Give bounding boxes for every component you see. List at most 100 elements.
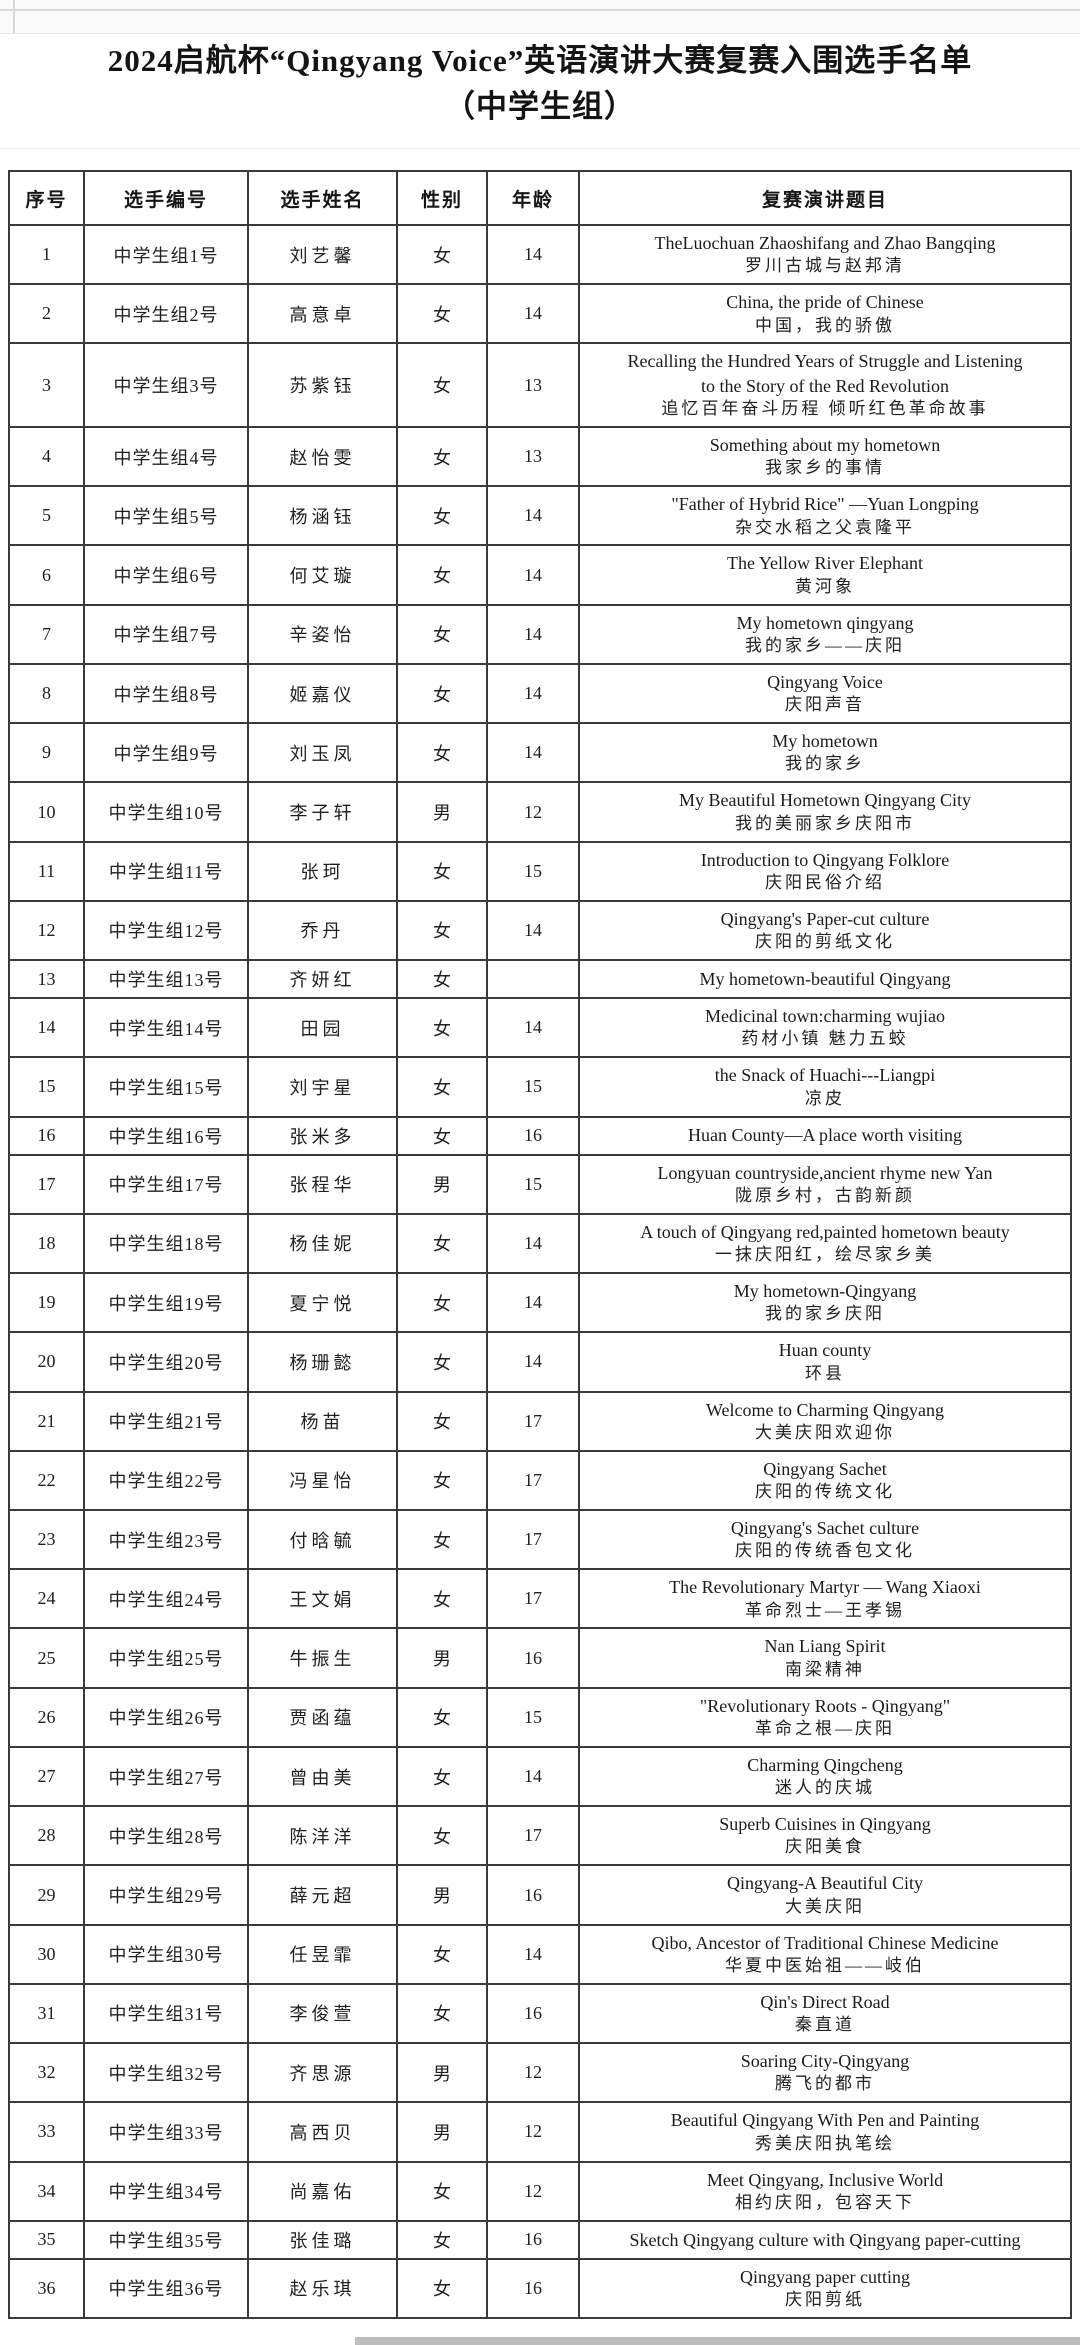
row-number-cell: 1 — [8, 223, 85, 286]
contestant-name-cell: 张珂 — [247, 840, 398, 902]
row-number-cell: 23 — [8, 1508, 85, 1571]
header-cell-gender: 性别 — [396, 170, 488, 226]
header-cell-age: 年龄 — [486, 170, 580, 226]
contestant-id-cell: 中学生组19号 — [83, 1272, 249, 1334]
row-number-cell: 14 — [8, 997, 85, 1059]
gender-cell: 女 — [396, 899, 488, 962]
row-number-cell: 15 — [8, 1056, 85, 1118]
top-grid-line — [0, 9, 1080, 11]
row-number-cell: 31 — [8, 1982, 85, 2045]
contestant-id-cell: 中学生组1号 — [83, 223, 249, 286]
contestant-name-cell: 姬嘉仪 — [247, 662, 398, 725]
row-number-cell: 22 — [8, 1449, 85, 1511]
topic-cell: Beautiful Qingyang With Pen and Painting… — [578, 2101, 1072, 2163]
contestant-id-cell: 中学生组22号 — [83, 1449, 249, 1511]
contestant-id-cell: 中学生组3号 — [83, 342, 249, 428]
topic-chinese: 我的家乡——庆阳 — [745, 636, 905, 655]
topic-english: Charming Qingcheng — [747, 1754, 903, 1775]
topic-cell: The Yellow River Elephant 黄河象 — [578, 544, 1072, 606]
age-cell: 14 — [486, 997, 580, 1059]
topic-chinese: 药材小镇 魅力五蛟 — [741, 1029, 909, 1049]
gender-cell: 女 — [396, 1390, 488, 1452]
age-cell: 15 — [486, 1056, 580, 1118]
topic-cell: Qingyang's Paper-cut culture 庆阳的剪纸文化 — [578, 899, 1072, 962]
topic-chinese: 大美庆阳 — [785, 1896, 865, 1916]
row-number-cell: 20 — [8, 1331, 85, 1393]
age-cell: 14 — [486, 223, 580, 286]
table-row: 34 中学生组34号 尚嘉佑女 12 Meet Qingyang, Inclusive … — [8, 2160, 1072, 2222]
gender-cell: 女 — [396, 662, 488, 725]
age-cell: 15 — [486, 1686, 580, 1748]
topic-chinese: 中国，我的骄傲 — [755, 315, 895, 335]
age-cell: 14 — [486, 722, 580, 784]
age-cell: 14 — [486, 1745, 580, 1808]
topic-chinese: 南梁精神 — [785, 1659, 865, 1679]
topic-english: The Revolutionary Martyr — Wang Xiaoxi — [669, 1577, 981, 1598]
topic-cell: Soaring City-Qingyang 腾飞的都市 — [578, 2042, 1072, 2104]
topic-cell: The Revolutionary Martyr — Wang Xiaoxi 革命… — [578, 1568, 1072, 1630]
contestant-name-cell: 曾由美 — [247, 1745, 398, 1808]
table-row: 1 中学生组1号 刘艺馨女 14 TheLuochuan Zhaoshifang and… — [8, 223, 1072, 286]
topic-chinese: 大美庆阳欢迎你 — [755, 1422, 895, 1442]
header-cell-index: 序号 — [8, 170, 85, 226]
topic-chinese: 庆阳声音 — [785, 695, 865, 715]
topic-chinese: 一抹庆阳红，绘尽家乡美 — [715, 1245, 935, 1265]
row-number-cell: 17 — [8, 1153, 85, 1215]
age-cell: 17 — [486, 1568, 580, 1630]
table-row: 33 中学生组33号 高西贝男 12 Beautiful Qingyang With P… — [8, 2101, 1072, 2163]
contestant-id-cell: 中学生组28号 — [83, 1805, 249, 1867]
table-row: 9 中学生组9号 刘玉凤女 14 My hometown 我的家乡 — [8, 722, 1072, 784]
contestant-id-cell: 中学生组21号 — [83, 1390, 249, 1452]
contestant-id-cell: 中学生组33号 — [83, 2101, 249, 2163]
gender-cell: 女 — [396, 1805, 488, 1867]
gender-cell: 女 — [396, 1982, 488, 2045]
topic-english: Qingyang Sachet — [763, 1458, 887, 1479]
contestant-id-cell: 中学生组23号 — [83, 1508, 249, 1571]
gender-cell: 男 — [396, 2101, 488, 2163]
topic-chinese: 庆阳的传统文化 — [755, 1482, 895, 1502]
table-row: 15 中学生组15号 刘宇星女 15 the Snack of Huachi---Lia… — [8, 1056, 1072, 1118]
contestant-id-cell: 中学生组29号 — [83, 1864, 249, 1926]
topic-chinese: 华夏中医始祖——岐伯 — [725, 1955, 925, 1975]
topic-cell: Sketch Qingyang culture with Qingyang pa… — [578, 2219, 1072, 2260]
topic-english: the Snack of Huachi---Liangpi — [714, 1065, 936, 1086]
contestant-name-cell: 高西贝 — [247, 2101, 398, 2163]
topic-cell: My hometown qingyang 我的家乡——庆阳 — [578, 603, 1072, 665]
contestant-id-cell: 中学生组20号 — [83, 1331, 249, 1393]
contestant-name-cell: 高意卓 — [247, 283, 398, 345]
table-row: 12 中学生组12号 乔丹女 14 Qingyang's Paper-cut cultu… — [8, 899, 1072, 962]
contestant-id-cell: 中学生组36号 — [83, 2257, 249, 2320]
gender-cell: 女 — [396, 603, 488, 665]
contestant-id-cell: 中学生组17号 — [83, 1153, 249, 1215]
age-cell: 16 — [486, 1627, 580, 1689]
header-row: 序号 选手编号 选手姓名 性别 年龄 复赛演讲题目 — [8, 170, 1072, 226]
topic-chinese: 革命烈士—王孝锡 — [745, 1600, 905, 1620]
topic-chinese: 我的家乡庆阳 — [765, 1304, 885, 1324]
age-cell: 12 — [486, 2101, 580, 2163]
topic-cell: "Revolutionary Roots - Qingyang" 革命之根—庆阳 — [578, 1686, 1072, 1748]
row-number-cell: 9 — [8, 722, 85, 784]
topic-english: Qibo, Ancestor of Traditional Chinese Me… — [651, 1932, 999, 1953]
topic-cell: Introduction to Qingyang Folklore 庆阳民俗介绍 — [578, 840, 1072, 902]
contestant-name-cell: 赵怡雯 — [247, 425, 398, 488]
topic-english: Meet Qingyang, Inclusive World — [706, 2169, 944, 2190]
contestant-id-cell: 中学生组8号 — [83, 662, 249, 725]
row-number-cell: 8 — [8, 662, 85, 725]
age-cell: 14 — [486, 1212, 580, 1275]
topic-chinese: 迷人的庆城 — [775, 1778, 875, 1798]
topic-cell: My hometown-beautiful Qingyang — [578, 959, 1072, 1000]
contestant-name-cell: 张米多 — [247, 1115, 398, 1156]
contestant-name-cell: 何艾璇 — [247, 544, 398, 606]
contestant-id-cell: 中学生组11号 — [83, 840, 249, 902]
header-cell-name: 选手姓名 — [247, 170, 398, 226]
contestant-name-cell: 杨佳妮 — [247, 1212, 398, 1275]
row-number-cell: 2 — [8, 283, 85, 345]
contestant-id-cell: 中学生组12号 — [83, 899, 249, 962]
gender-cell: 男 — [396, 1864, 488, 1926]
age-cell: 17 — [486, 1449, 580, 1511]
contestant-name-cell: 冯星怡 — [247, 1449, 398, 1511]
contestant-name-cell: 齐妍红 — [247, 959, 398, 1000]
gender-cell: 女 — [396, 722, 488, 784]
table-row: 31 中学生组31号 李俊萱女 16 Qin's Direct Road 秦直道 — [8, 1982, 1072, 2045]
topic-chinese: 相约庆阳，包容天下 — [735, 2192, 915, 2212]
